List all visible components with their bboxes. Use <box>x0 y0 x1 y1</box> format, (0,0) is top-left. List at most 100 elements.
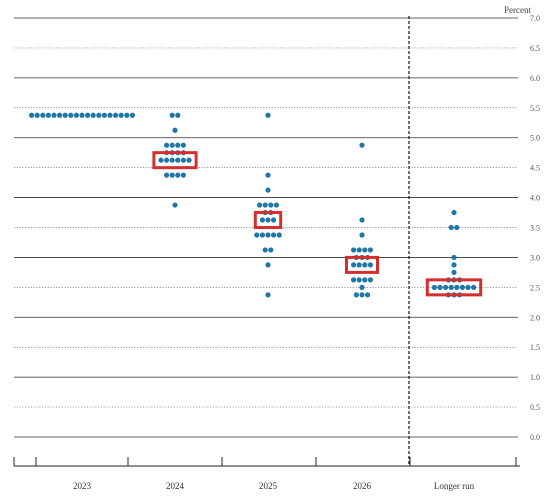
y-tick-label: 3.0 <box>530 253 540 262</box>
projection-dot <box>124 112 130 118</box>
y-tick-label: 7.0 <box>530 14 540 23</box>
projection-dot <box>271 232 277 238</box>
projection-dot <box>465 284 471 290</box>
projection-dot <box>451 254 457 261</box>
projection-dot <box>367 262 373 268</box>
projection-dot <box>180 142 186 148</box>
projection-dot <box>273 202 279 208</box>
projection-dot <box>29 112 35 118</box>
projection-dot <box>118 112 124 118</box>
y-tick-label: 6.0 <box>530 74 540 83</box>
y-axis-unit-label: Percent <box>504 5 531 15</box>
projection-dot <box>359 232 365 238</box>
projection-dot <box>158 157 164 163</box>
projection-dot <box>175 172 181 178</box>
projection-dot <box>265 187 271 193</box>
gridlines <box>14 17 518 438</box>
y-tick-label: 5.0 <box>530 134 540 143</box>
median-highlight-box <box>345 255 379 274</box>
projection-dot <box>448 284 454 290</box>
projection-dot <box>459 284 465 290</box>
projection-dot <box>351 277 357 283</box>
x-category-label: 2024 <box>166 481 185 491</box>
projection-dot <box>96 112 102 118</box>
projection-dot <box>113 112 119 118</box>
projection-dot <box>356 247 362 253</box>
projection-dot <box>356 262 362 268</box>
projection-dot <box>359 217 365 223</box>
projection-dot <box>454 224 460 231</box>
projection-dot <box>359 142 365 148</box>
x-axis-labels: 2023 2024 2025 2026 Longer run <box>73 481 475 491</box>
projection-dot <box>57 112 63 118</box>
projection-dot <box>362 262 368 268</box>
projection-dot <box>169 142 175 148</box>
projection-dot <box>129 112 135 118</box>
y-tick-label: 0.5 <box>530 403 540 412</box>
projection-dot <box>265 172 271 178</box>
x-category-label: 2023 <box>73 481 92 491</box>
projection-dot <box>265 292 271 298</box>
projection-dot <box>175 112 181 118</box>
projection-dot <box>437 284 443 290</box>
projection-dot <box>362 247 368 253</box>
projection-dot <box>431 284 437 290</box>
projection-dot <box>353 292 359 298</box>
projection-dot <box>471 284 477 290</box>
projection-dot <box>254 232 260 238</box>
projection-dot <box>107 112 113 118</box>
projection-dot <box>351 262 357 268</box>
projection-dot <box>356 277 362 283</box>
projection-dot <box>265 262 271 268</box>
projection-dot <box>40 112 46 118</box>
projection-dot <box>172 127 178 133</box>
projection-dot <box>257 202 263 208</box>
projection-dot <box>451 209 457 216</box>
x-category-label: Longer run <box>434 481 475 491</box>
projection-dot <box>268 247 274 253</box>
projection-dot <box>443 284 449 290</box>
y-tick-label: 1.0 <box>530 373 540 382</box>
projection-dot <box>180 172 186 178</box>
projection-dot <box>73 112 79 118</box>
projection-dot <box>79 112 85 118</box>
projection-dot <box>367 247 373 253</box>
projection-dot <box>175 142 181 148</box>
projection-dot <box>186 157 192 163</box>
projection-dot <box>164 157 170 163</box>
projection-dot <box>101 112 107 118</box>
projection-dot <box>164 142 170 148</box>
y-tick-label: 5.5 <box>530 104 540 113</box>
projection-dot <box>451 269 457 275</box>
projection-dot <box>169 157 175 163</box>
median-highlight-box <box>253 211 283 230</box>
y-tick-label: 3.5 <box>530 224 540 233</box>
y-tick-label: 4.5 <box>530 164 540 173</box>
projection-dot <box>451 262 457 268</box>
projection-dot <box>265 217 271 223</box>
y-tick-label: 4.0 <box>530 194 540 203</box>
projection-dot <box>169 112 175 118</box>
x-category-label: 2026 <box>353 481 372 491</box>
projection-dots <box>29 112 477 298</box>
projection-dot <box>448 224 454 231</box>
projection-dot <box>262 202 268 208</box>
projection-dot <box>172 202 178 208</box>
projection-dot <box>454 284 460 290</box>
x-category-label: 2025 <box>259 481 278 491</box>
projection-dot <box>259 232 265 238</box>
projection-dot <box>362 277 368 283</box>
projection-dot <box>68 112 74 118</box>
projection-dot <box>367 277 373 283</box>
median-highlight-box <box>425 278 483 297</box>
projection-dot <box>265 112 271 118</box>
projection-dot <box>265 232 271 238</box>
projection-dot <box>90 112 96 118</box>
projection-dot <box>359 284 365 290</box>
projection-dot <box>169 172 175 178</box>
median-highlight-box <box>152 151 198 170</box>
y-axis-labels: 0.0 0.5 1.0 1.5 2.0 2.5 3.0 3.5 4.0 4.5 5.0 5.5 6.0 6… <box>530 14 540 442</box>
y-tick-label: 0.0 <box>530 433 540 442</box>
x-axis <box>13 457 520 467</box>
